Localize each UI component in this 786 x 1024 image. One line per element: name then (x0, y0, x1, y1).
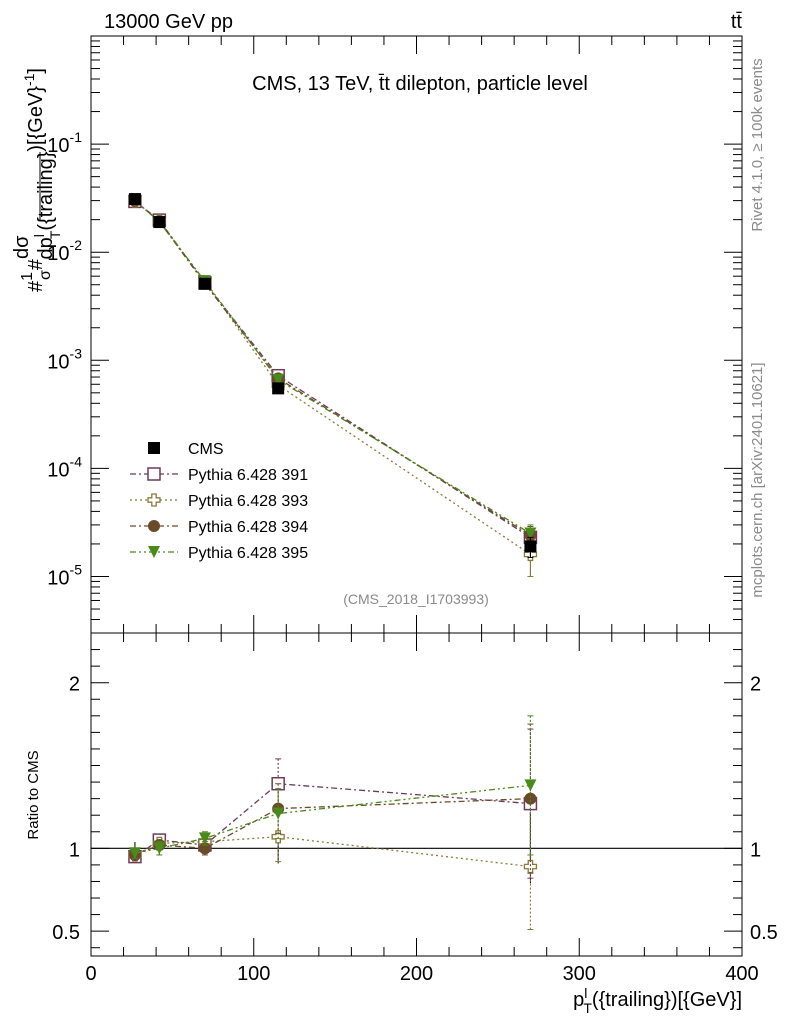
series-pythia-6-428-395 (128, 194, 537, 545)
ratio-y-tick-label-right: 2 (750, 674, 761, 696)
legend: CMS Pythia 6.428 391 Pythia 6.428 393 Pythi… (130, 441, 308, 562)
ratio-series-pythia-6-428-391 (128, 728, 538, 879)
data-point (272, 382, 285, 395)
ratio-point (523, 859, 538, 874)
legend-entry: Pythia 6.428 393 (130, 493, 308, 510)
legend-label: CMS (188, 441, 224, 458)
ylabel-frac-num: 1 (19, 272, 36, 281)
ratio-point (153, 842, 166, 855)
ratio-y-tick-label-right: 1 (750, 839, 761, 861)
main-y-tick-label: 10-2 (47, 237, 82, 265)
ratio-point (524, 792, 537, 805)
ratio-point (198, 832, 211, 845)
data-point (153, 216, 166, 229)
ylabel-d-num: dσ (11, 235, 33, 259)
main-y-axis-label: #1σ#dσ dplT({trailing})[{GeV}-1] (11, 68, 63, 292)
xlabel-tail: ({trailing})[{GeV}] (592, 989, 742, 1011)
legend-label: Pythia 6.428 393 (188, 493, 308, 510)
ylabel-prefix: # (25, 280, 47, 292)
x-tick-label: 0 (85, 963, 96, 985)
ratio-point (128, 847, 141, 860)
ratio-y-tick-label-right: 0.5 (750, 922, 778, 944)
main-y-tick-label: 10-5 (47, 561, 82, 589)
series-line (134, 200, 531, 538)
ylabel-suffix-end: ] (25, 68, 47, 74)
ratio-series-group (128, 715, 538, 930)
ratio-point (524, 779, 537, 792)
rivet-version-label: Rivet 4.1.0, ≥ 100k events (749, 58, 766, 231)
main-plot-frame (90, 35, 743, 634)
data-point (198, 277, 211, 290)
ylabel-suffix-sup: -1 (21, 73, 37, 86)
x-tick-label: 300 (563, 963, 596, 985)
ratio-y-tick-label: 1 (69, 839, 80, 861)
ratio-series-pythia-6-428-395 (128, 715, 537, 860)
ratio-y-tick-label: 2 (69, 674, 80, 696)
ylabel-d-den-sup: l (31, 234, 47, 237)
data-point (524, 540, 537, 553)
data-point (128, 193, 141, 206)
main-axis-ticks: 10-1 10-2 10-3 10-4 10-5 (47, 35, 743, 634)
mcplots-label: mcplots.cern.ch [arXiv:2401.10621] (749, 362, 766, 597)
main-y-tick-label: 10-1 (47, 129, 82, 157)
chart-title: CMS, 13 TeV, t̄t dilepton, particle leve… (252, 73, 588, 95)
legend-marker (147, 493, 161, 507)
legend-label: Pythia 6.428 391 (188, 467, 308, 484)
ratio-axis-ticks: 0.5 0.5 1 1 2 2 0 100 200 300 400 (52, 633, 778, 985)
data-point (272, 373, 285, 386)
series-line (134, 200, 531, 536)
legend-marker (148, 442, 160, 454)
ylabel-suffix: )[{GeV} (25, 86, 47, 152)
ylabel-frac-den: σ (37, 270, 54, 280)
ratio-line (134, 797, 531, 856)
ylabel-mid: # (25, 258, 47, 270)
x-tick-label: 200 (400, 963, 433, 985)
main-series-group (128, 193, 538, 577)
x-tick-label: 400 (725, 963, 758, 985)
process-label: 13000 GeV pp (104, 11, 233, 33)
ylabel-d-den: dp (35, 237, 57, 259)
ylabel-d-den-sub: T (47, 230, 63, 239)
x-axis-label: pl T({trailing})[{GeV}] (573, 985, 742, 1016)
xlabel-sub: T (583, 1000, 592, 1016)
legend-label: Pythia 6.428 395 (188, 545, 308, 562)
xlabel-sup: l (584, 985, 587, 1001)
ratio-series-pythia-6-428-393 (128, 803, 538, 930)
ratio-y-tick-label: 0.5 (52, 922, 80, 944)
legend-entry: CMS (148, 441, 224, 458)
ratio-y-axis-label: Ratio to CMS (25, 750, 42, 839)
legend-marker (148, 520, 160, 532)
channel-label: tt̄ (731, 11, 743, 33)
legend-marker (147, 467, 161, 481)
ylabel-d-den-tail: ({trailing} (35, 151, 57, 230)
series-cms (128, 193, 537, 558)
main-y-tick-label: 10-4 (47, 453, 82, 481)
ratio-line (134, 836, 531, 868)
legend-entry: Pythia 6.428 394 (130, 519, 308, 536)
xlabel-main: p (573, 989, 584, 1011)
legend-entry: Pythia 6.428 395 (130, 545, 308, 562)
data-point (524, 527, 537, 540)
ratio-point (272, 807, 285, 820)
x-tick-label: 100 (237, 963, 270, 985)
series-line (134, 200, 531, 535)
main-y-tick-label: 10-3 (47, 345, 82, 373)
ratio-line (134, 783, 531, 858)
legend-entry: Pythia 6.428 391 (130, 467, 308, 484)
legend-label: Pythia 6.428 394 (188, 519, 308, 536)
legend-marker (148, 546, 160, 558)
analysis-annotation: (CMS_2018_I1703993) (343, 591, 489, 607)
